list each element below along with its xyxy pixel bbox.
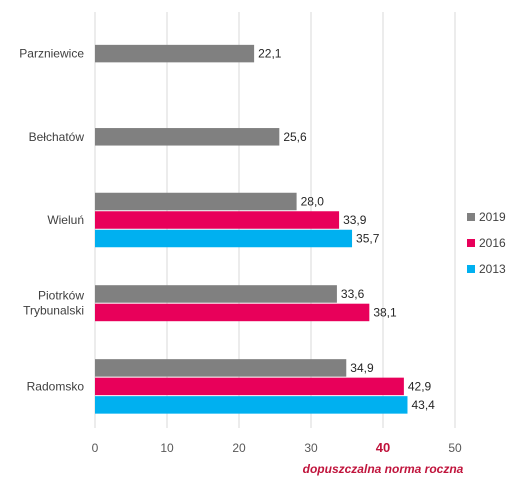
data-label-2013-2: 35,7 (356, 232, 380, 246)
x-tick-20: 20 (232, 441, 246, 455)
data-label-2019-2: 28,0 (301, 195, 325, 209)
bar-2016-3 (95, 303, 370, 322)
data-label-2019-0: 22,1 (258, 47, 282, 61)
bar-2016-4 (95, 377, 404, 396)
data-label-2019-1: 25,6 (283, 130, 307, 144)
bar-2019-1 (95, 128, 280, 146)
legend: 2019 2016 2013 (467, 210, 506, 276)
legend-swatch-2019 (467, 213, 475, 221)
bar-2019-2 (95, 192, 297, 211)
data-label-2016-2: 33,9 (343, 213, 367, 227)
bar-2019-3 (95, 285, 337, 303)
bar-2013-4 (95, 396, 408, 414)
category-labels: Parzniewice Bełchatów Wieluń Piotrków Trybun… (19, 47, 84, 394)
bar-2016-2 (95, 211, 340, 229)
legend-label-2016: 2016 (479, 236, 506, 250)
bar-2019-0 (95, 44, 255, 63)
category-label-3: Piotrków Trybunalski (23, 289, 84, 318)
legend-label-2019: 2019 (479, 210, 506, 224)
bar-2013-2 (95, 229, 353, 248)
bars (95, 44, 408, 414)
data-label-2019-3: 33,6 (341, 287, 365, 301)
x-tick-40: 40 (376, 440, 390, 455)
bar-2019-4 (95, 359, 347, 377)
legend-swatch-2013 (467, 265, 475, 273)
legend-label-2013: 2013 (479, 262, 506, 276)
data-label-2019-4: 34,9 (350, 361, 374, 375)
norm-label: dopuszczalna norma roczna (303, 462, 464, 476)
x-tick-50: 50 (448, 441, 462, 455)
x-tick-30: 30 (304, 441, 318, 455)
category-label-2: Wieluń (47, 213, 84, 227)
x-tick-0: 0 (92, 441, 99, 455)
category-label-4: Radomsko (27, 379, 85, 393)
data-label-2016-3: 38,1 (373, 305, 397, 319)
x-tick-10: 10 (160, 441, 174, 455)
category-label-1: Bełchatów (29, 130, 85, 144)
x-axis-ticks: 0 10 20 30 40 50 (92, 440, 462, 455)
data-labels: 22,1 25,6 28,0 33,9 35,7 33,6 38,1 34,9 42,9 43,4 (258, 47, 435, 412)
legend-swatch-2016 (467, 239, 475, 247)
data-label-2013-4: 43,4 (411, 398, 435, 412)
data-label-2016-4: 42,9 (408, 379, 432, 393)
category-label-0: Parzniewice (19, 47, 84, 61)
